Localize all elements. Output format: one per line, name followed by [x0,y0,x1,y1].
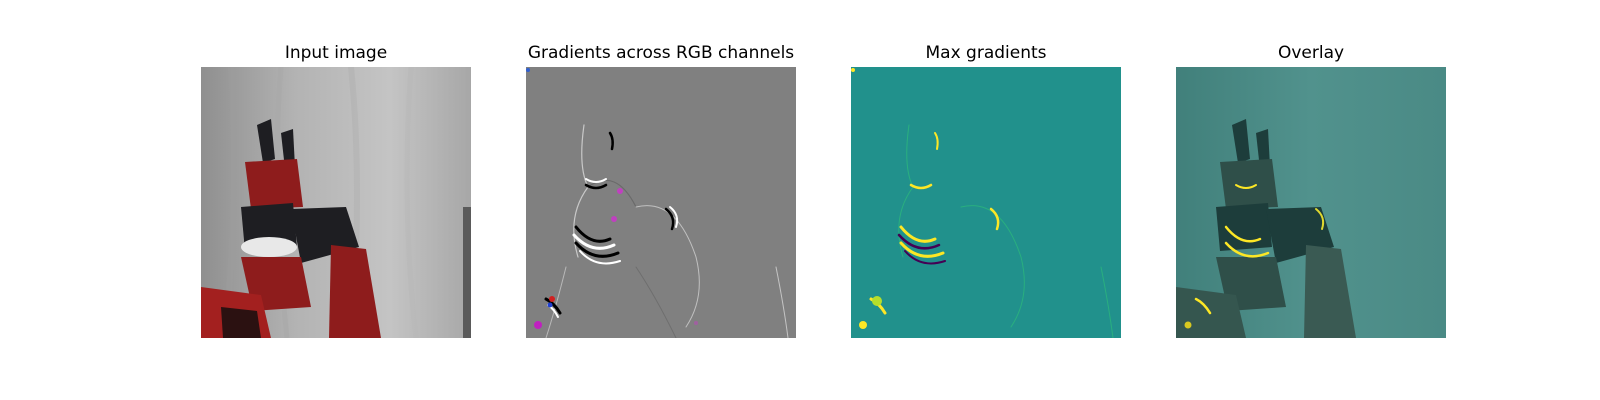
panel-title: Max gradients [925,43,1047,63]
panel-input-image: Input image [201,40,471,338]
input-image [201,67,471,338]
panel-max-gradients: Max gradients [851,40,1121,338]
robot-base-dark [221,307,261,338]
edge-stripe [574,225,612,243]
gradient-background [526,67,796,338]
heat-spot [872,296,882,306]
gradient-dot [526,68,530,72]
robot-wrist-black [1216,203,1272,251]
robot-upper-arm [1304,245,1356,338]
edge-stripe [585,178,607,183]
edge-stripe [897,233,941,250]
robot-ring [241,237,297,257]
edge-stripe [584,183,608,190]
heat-spot [1184,321,1192,329]
overlay-image [1176,67,1446,338]
heat-spot [851,68,855,72]
panel-title: Gradients across RGB channels [527,43,795,63]
gradient-dot [547,302,553,308]
edge-line [1100,266,1114,338]
gradient-dot [611,216,617,222]
edge-stripe [989,207,1000,231]
robot-gripper [257,119,275,163]
edge-stripe [899,241,945,258]
edge-stripe [669,206,679,228]
max-gradients-image [851,67,1121,338]
panel-title: Input image [284,43,388,63]
edge-stripe [934,132,939,150]
edge-line [775,266,789,338]
heatmap-background [851,67,1121,338]
edge-stripe [664,207,675,231]
edge-stripe [1315,208,1325,230]
robot-upper-arm [329,245,381,338]
panel-overlay: Overlay [1176,40,1446,338]
robot-gripper [281,129,295,169]
edge-stripe [1224,225,1262,243]
robot-wrist-red [245,159,303,209]
panel-title: Overlay [1277,43,1345,63]
gradient-dot [549,296,555,302]
gradient-dot [617,188,623,194]
edge-stripe [572,233,616,250]
edge-stripe [608,131,614,151]
panel-rgb-gradients: Gradients across RGB channels [526,40,796,338]
edge-line [635,266,677,338]
edge-line [635,205,700,328]
robot-gripper [1232,119,1250,163]
edge-stripe [1224,241,1270,258]
edge-line [587,179,637,208]
gradient-dot [694,321,698,325]
robot-gripper [1256,129,1270,169]
edge-stripe [579,250,621,265]
edge-stripe [899,225,937,243]
robot-wrist [1220,159,1278,209]
edge-stripe [1194,297,1212,315]
edge-stripe [904,250,946,265]
edge-stripe [544,297,562,315]
rgb-gradients-image [526,67,796,338]
curtain-fold [404,67,419,338]
edge-line [545,266,567,338]
edge-stripe [574,241,620,258]
floor-edge [463,207,471,338]
edge-stripe [1235,184,1257,189]
gradient-dot [534,321,542,329]
heat-spot [859,321,867,329]
edge-stripe [909,183,933,190]
edge-line [960,205,1025,328]
